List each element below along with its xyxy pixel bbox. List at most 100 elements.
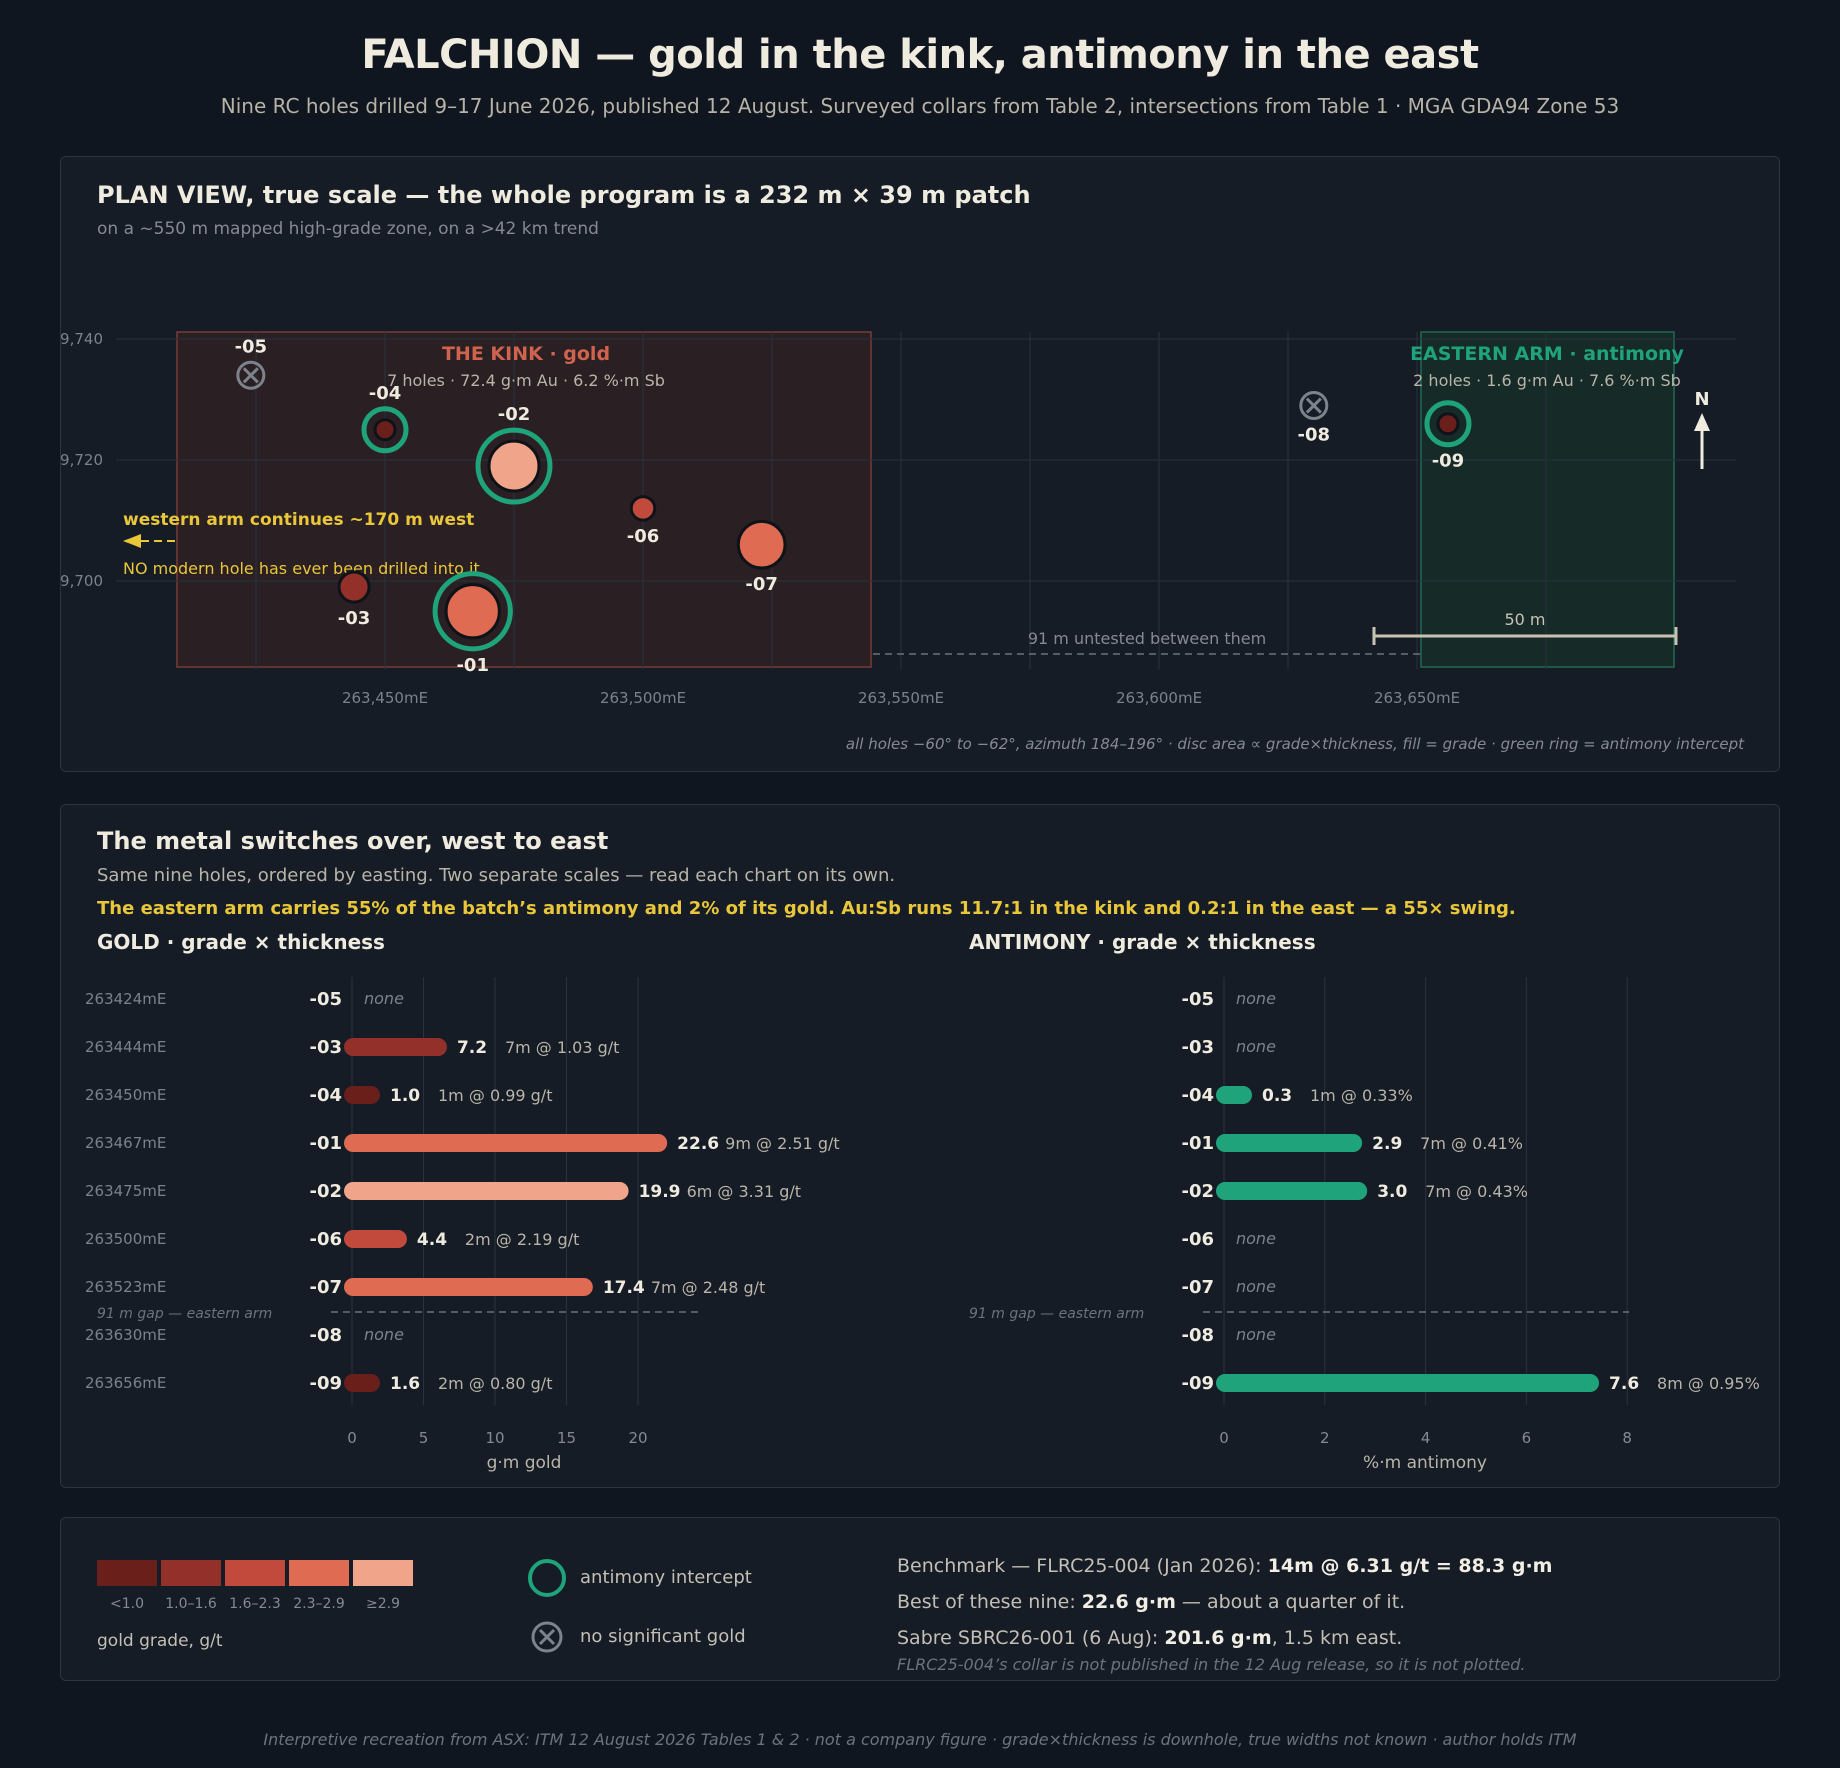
hole-label: -05 [1181, 989, 1214, 1010]
bar [1216, 1134, 1363, 1152]
none-label: none [1236, 1037, 1276, 1056]
ramp-swatch [161, 1560, 221, 1586]
ramp-swatch [353, 1560, 413, 1586]
hole-label: -08 [1298, 425, 1331, 446]
easting-label: 263444mE [85, 1038, 166, 1056]
easting-label: 263630mE [85, 1326, 166, 1344]
page-title: FALCHION — gold in the kink, antimony in… [361, 32, 1479, 78]
value-label: 1.6 [390, 1374, 420, 1394]
hole-marker-02: -02 [475, 404, 553, 505]
bm3-post: , 1.5 km east. [1271, 1627, 1403, 1649]
western-arm-note-2: NO modern hole has ever been drilled int… [123, 559, 480, 578]
hole-label: -07 [309, 1277, 342, 1298]
scale-bar [1372, 627, 1678, 645]
hole-label: -09 [309, 1373, 342, 1394]
kink-stats: 7 holes · 72.4 g·m Au · 6.2 %·m Sb [387, 371, 665, 390]
x-tick-label: 263,600mE [1116, 689, 1202, 707]
interval-label: 2m @ 0.80 g/t [438, 1374, 552, 1393]
easting-label: 263500mE [85, 1230, 166, 1248]
no-gold-cross-icon [1299, 391, 1329, 421]
hole-disc [373, 418, 397, 442]
easting-label: 263656mE [85, 1374, 166, 1392]
bar [344, 1134, 668, 1152]
hole-marker-01: -01 [432, 571, 513, 676]
antimony-ring [432, 571, 513, 652]
x-tick-label: 15 [557, 1429, 576, 1447]
bar [344, 1278, 593, 1296]
kink-label: THE KINK · gold [442, 343, 610, 365]
plan-view-panel: PLAN VIEW, true scale — the whole progra… [60, 156, 1780, 772]
hole-label: -09 [1432, 451, 1465, 472]
ramp-label: 1.0–1.6 [165, 1596, 217, 1612]
hole-label: -01 [1181, 1133, 1214, 1154]
interval-label: 7m @ 0.41% [1420, 1134, 1523, 1153]
antimony-axis-label: %·m antimony [1363, 1453, 1487, 1473]
no-gold-cross-icon [236, 360, 266, 390]
bm2-bold: 22.6 g·m [1081, 1591, 1176, 1613]
hole-label: -04 [369, 383, 402, 404]
none-label: none [364, 989, 404, 1008]
hole-label: -04 [1181, 1085, 1214, 1106]
easting-label: 263450mE [85, 1086, 166, 1104]
plan-footnote: all holes −60° to −62°, azimuth 184–196°… [846, 735, 1745, 753]
legend-icons [528, 1559, 566, 1653]
value-label: 2.9 [1372, 1134, 1402, 1154]
antimony-chart-title: ANTIMONY · grade × thickness [969, 930, 1316, 954]
x-tick-label: 0 [1219, 1429, 1229, 1447]
none-label: none [1236, 1325, 1276, 1344]
y-tick-label: 7,549,720 [61, 451, 103, 469]
hole-label: -03 [309, 1037, 342, 1058]
hole-label: -08 [1181, 1325, 1214, 1346]
plan-axes: 7,549,740 7,549,720 7,549,700 263,450mE 263,… [61, 330, 1460, 707]
bar [344, 1182, 629, 1200]
bm3-bold: 201.6 g·m [1164, 1627, 1272, 1649]
hole-disc [736, 519, 787, 570]
easting-label: 263424mE [85, 990, 166, 1008]
ramp-label: 2.3–2.9 [293, 1596, 345, 1612]
easting-label: 263523mE [85, 1278, 166, 1296]
none-label: none [1236, 1229, 1276, 1248]
plan-chart: 7,549,740 7,549,720 7,549,700 263,450mE 263,… [61, 330, 1745, 753]
hole-label: -02 [309, 1181, 342, 1202]
bars-note: Same nine holes, ordered by easting. Two… [97, 865, 896, 886]
hole-marker-03: -03 [337, 570, 371, 629]
value-label: 7.2 [457, 1038, 487, 1058]
value-label: 17.4 [603, 1278, 645, 1298]
value-label: 19.9 [639, 1182, 681, 1202]
north-label: N [1694, 389, 1709, 410]
x-tick-label: 263,500mE [600, 689, 686, 707]
antimony-gap-label: 91 m gap — eastern arm [969, 1306, 1144, 1322]
hole-label: -03 [338, 608, 371, 629]
ramp-label: ≥2.9 [366, 1596, 400, 1612]
value-label: 7.6 [1609, 1374, 1639, 1394]
value-label: 0.3 [1262, 1086, 1292, 1106]
hole-label: -06 [1181, 1229, 1214, 1250]
footer-note: Interpretive recreation from ASX: ITM 12… [263, 1730, 1577, 1749]
bar [344, 1374, 380, 1392]
value-label: 1.0 [390, 1086, 420, 1106]
hole-disc [487, 439, 541, 493]
eastern-arm-stats: 2 holes · 1.6 g·m Au · 7.6 %·m Sb [1413, 371, 1681, 390]
x-tick-label: 20 [628, 1429, 647, 1447]
value-label: 22.6 [677, 1134, 719, 1154]
antimony-ring-icon [528, 1559, 566, 1597]
hole-disc [629, 495, 657, 522]
interval-label: 2m @ 2.19 g/t [465, 1230, 579, 1249]
hole-disc [1436, 412, 1460, 436]
gold-chart-title: GOLD · grade × thickness [97, 930, 385, 954]
gold-gap-label: 91 m gap — eastern arm [97, 1306, 272, 1322]
page-subtitle: Nine RC holes drilled 9–17 June 2026, pu… [220, 94, 1620, 118]
y-tick-label: 7,549,700 [61, 572, 103, 590]
bar [344, 1086, 380, 1104]
scale-bar-label: 50 m [1504, 610, 1545, 629]
benchmark-line-1: Benchmark — FLRC25-004 (Jan 2026): 14m @… [897, 1555, 1552, 1577]
plan-points: -05 -04 -02 -06 -07 -03 -01 -08 -09 [235, 336, 1472, 676]
bm1-bold: 14m @ 6.31 g/t = 88.3 g·m [1267, 1555, 1553, 1577]
bars-highlight: The eastern arm carries 55% of the batch… [97, 898, 1516, 919]
hole-label: -02 [1181, 1181, 1214, 1202]
hole-marker-04: -04 [361, 383, 409, 454]
interval-label: 9m @ 2.51 g/t [725, 1134, 839, 1153]
ring-label: antimony intercept [580, 1567, 752, 1588]
x-tick-label: 263,650mE [1374, 689, 1460, 707]
none-label: none [1236, 1277, 1276, 1296]
